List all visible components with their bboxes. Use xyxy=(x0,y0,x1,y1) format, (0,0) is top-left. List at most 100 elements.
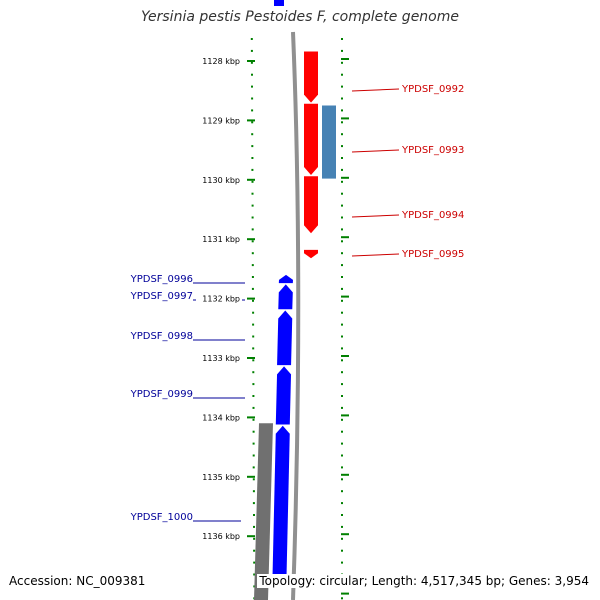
tick-dot-right xyxy=(341,97,343,100)
tick-dot-left xyxy=(252,406,255,409)
gene-arrow-ypdsf_0999 xyxy=(275,366,292,425)
tick-dot-right xyxy=(341,192,343,195)
tick-dot-left xyxy=(252,323,255,326)
tick-dot-right xyxy=(341,252,343,255)
tick-dot-right xyxy=(341,406,343,409)
tick-dot-left xyxy=(251,192,254,195)
tick-dot-right xyxy=(341,204,343,207)
tick-dot-left xyxy=(250,49,253,52)
tick-major-right xyxy=(341,236,349,239)
tick-dot-left xyxy=(251,252,254,255)
tick-dot-left xyxy=(251,204,254,207)
tick-dot-left xyxy=(250,38,253,40)
tick-dot-left xyxy=(251,287,254,290)
tick-major-left xyxy=(247,238,255,241)
tick-dot-left xyxy=(251,240,254,243)
tick-dot-left xyxy=(253,525,255,528)
tick-dot-right xyxy=(341,383,343,386)
tick-dot-right xyxy=(341,359,343,362)
scale-label: 1130 kbp xyxy=(202,176,240,185)
gene-label-ypdsf_0999[interactable]: YPDSF_0999 xyxy=(130,389,193,400)
backbone xyxy=(291,31,301,600)
tick-dot-left xyxy=(252,347,255,350)
tick-dot-left xyxy=(252,371,255,374)
tick-dot-left xyxy=(252,454,255,457)
tick-dot-right xyxy=(341,430,343,433)
gene-label-ypdsf_0993[interactable]: YPDSF_0993 xyxy=(401,145,464,156)
tick-dot-right xyxy=(341,49,343,52)
tick-major-left xyxy=(247,416,255,419)
tick-dot-right xyxy=(341,311,343,314)
tick-dot-right xyxy=(341,287,343,290)
tick-dot-right xyxy=(341,180,343,183)
tick-dot-right xyxy=(341,537,343,540)
tick-dot-left xyxy=(253,573,256,576)
tick-dot-left xyxy=(250,61,253,64)
scale-label-bg xyxy=(196,115,242,126)
tick-dot-right xyxy=(341,490,343,493)
tick-dot-right xyxy=(341,454,343,457)
tick-major-right xyxy=(341,414,349,417)
tick-major-right xyxy=(341,473,349,476)
gene-label-ypdsf_0994[interactable]: YPDSF_0994 xyxy=(401,210,464,221)
tick-dot-left xyxy=(251,97,254,100)
tick-dot-right xyxy=(341,466,343,469)
tick-major-right xyxy=(341,592,349,595)
tick-dot-right xyxy=(341,240,343,243)
scale-label: 1131 kbp xyxy=(202,235,240,244)
tick-major-left xyxy=(247,357,255,359)
scale-label: 1136 kbp xyxy=(202,532,240,541)
tick-dot-right xyxy=(341,85,343,88)
gene-arrow-ypdsf_1000 xyxy=(272,425,290,578)
tick-dot-right xyxy=(341,121,343,124)
tick-dot-right xyxy=(341,157,343,159)
tick-dot-left xyxy=(251,228,254,231)
tick-dot-right xyxy=(341,168,343,171)
tick-dot-left xyxy=(251,216,254,219)
tick-dot-left xyxy=(252,335,255,338)
tick-dot-right xyxy=(341,264,343,267)
tick-dot-left xyxy=(251,157,254,159)
tick-dot-right xyxy=(341,418,343,421)
tick-dot-left xyxy=(252,442,255,445)
tick-dot-left xyxy=(251,85,253,88)
leader-line xyxy=(351,214,400,218)
tick-dot-right xyxy=(341,347,343,350)
tick-dot-left xyxy=(252,299,254,302)
scale-label: 1134 kbp xyxy=(202,413,240,422)
gene-label-ypdsf_0995[interactable]: YPDSF_0995 xyxy=(401,249,464,260)
gene-arrow-ypdsf_0993 xyxy=(304,103,318,176)
tick-dot-right xyxy=(341,145,343,148)
tick-dot-left xyxy=(253,514,255,516)
tick-dot-right xyxy=(341,216,343,219)
tick-dot-right xyxy=(341,525,343,528)
scale-label-bg xyxy=(196,531,242,542)
tick-dot-left xyxy=(252,311,255,314)
gene-label-ypdsf_1000[interactable]: YPDSF_1000 xyxy=(130,512,193,523)
gene-label-ypdsf_0998[interactable]: YPDSF_0998 xyxy=(130,331,193,342)
tick-major-right xyxy=(341,117,349,120)
gene-stub-top xyxy=(274,0,284,6)
tick-dot-right xyxy=(341,228,343,231)
tick-major-left xyxy=(247,60,255,62)
tick-dot-right xyxy=(341,38,343,40)
tick-dot-left xyxy=(252,383,255,386)
tick-dot-right xyxy=(341,442,343,445)
scale-ticks xyxy=(247,38,349,600)
tick-dot-right xyxy=(341,299,343,302)
tick-dot-left xyxy=(251,121,254,124)
gene-label-ypdsf_0992[interactable]: YPDSF_0992 xyxy=(401,84,464,95)
gene-label-ypdsf_0996[interactable]: YPDSF_0996 xyxy=(130,274,193,285)
tick-major-right xyxy=(341,533,349,536)
tick-major-right xyxy=(341,176,349,179)
gene-label-ypdsf_0997[interactable]: YPDSF_0997 xyxy=(130,291,193,302)
tick-dot-left xyxy=(251,73,253,76)
gene-arrow-ypdsf_0998 xyxy=(277,310,293,366)
scale-label-bg xyxy=(196,412,242,423)
scale-label-bg xyxy=(196,353,242,363)
genome-title: Yersinia pestis Pestoides F, complete ge… xyxy=(141,9,459,25)
tick-dot-left xyxy=(252,490,255,493)
tick-dot-left xyxy=(252,466,255,469)
feature-track xyxy=(254,105,336,600)
tick-major-left xyxy=(247,535,255,538)
